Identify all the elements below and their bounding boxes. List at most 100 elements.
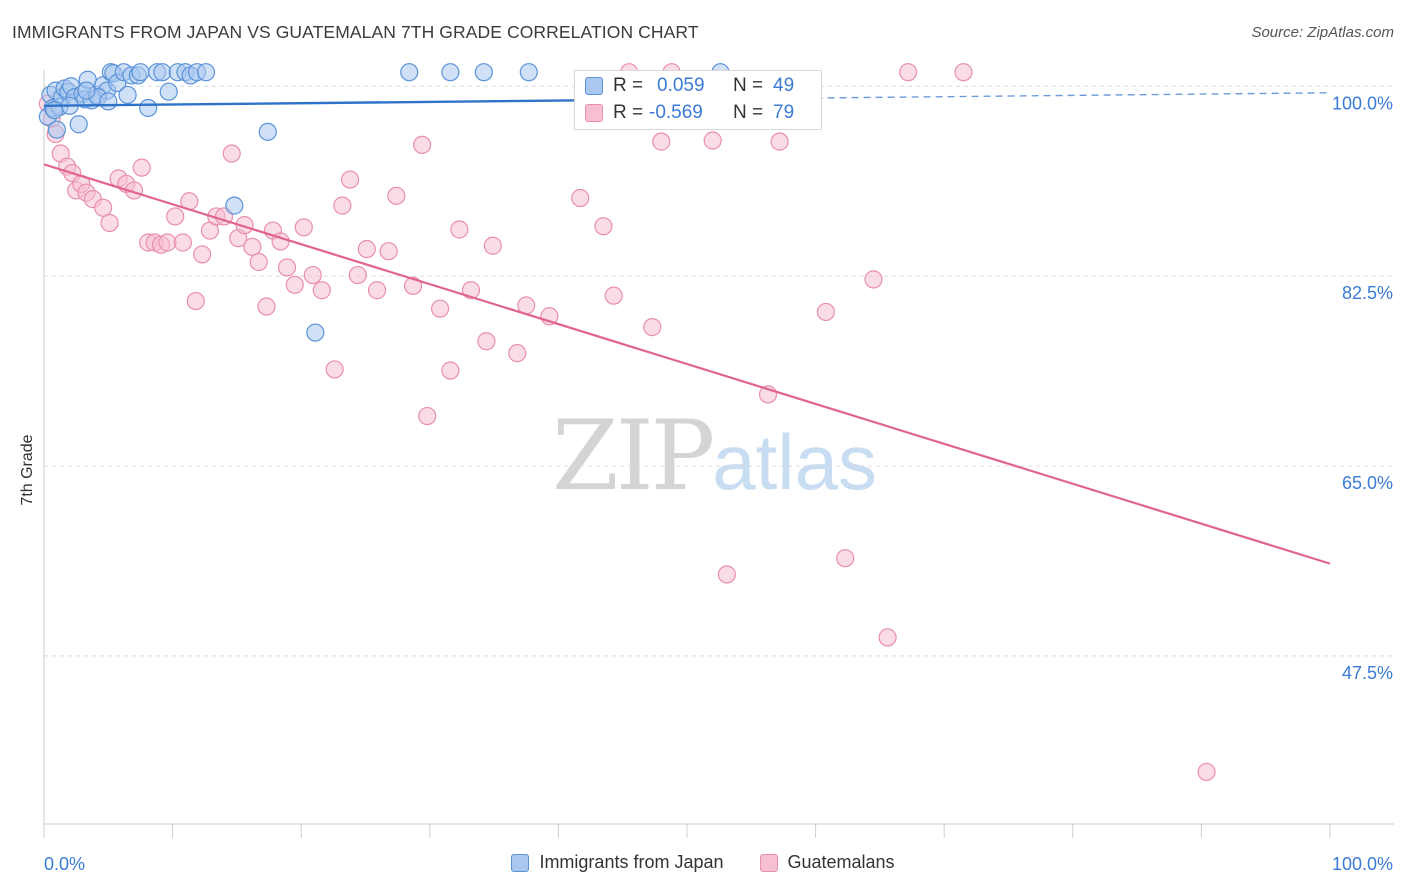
guatemalan-n-value: 79 [773, 102, 795, 123]
y-tick-label-2: 65.0% [1342, 473, 1393, 493]
guatemalan-point-46 [367, 281, 387, 300]
guatemalan-point-71 [770, 132, 789, 151]
japan-swatch [585, 77, 603, 95]
japan-point-33 [196, 63, 216, 82]
japan-r-label: R = [613, 75, 644, 96]
guatemalan-points [38, 63, 1216, 782]
legend-japan-label: Immigrants from Japan [539, 852, 724, 872]
japan-point-36 [306, 323, 325, 342]
japan-n-label: N = [733, 75, 764, 96]
japan-point-43 [99, 92, 118, 111]
legend-guatemalan-swatch [759, 853, 778, 872]
guatemalan-point-77 [954, 63, 973, 82]
guatemalan-point-20 [166, 207, 185, 226]
chart-source: Source: ZipAtlas.com [1251, 24, 1394, 41]
y-axis-label: 7th Grade [19, 434, 36, 506]
guatemalan-point-78 [1197, 762, 1216, 782]
legend-japan-swatch [511, 853, 530, 872]
guatemalan-point-42 [333, 196, 352, 215]
japan-point-34 [258, 122, 277, 141]
guatemalan-point-49 [403, 276, 423, 295]
guatemalan-point-62 [594, 217, 613, 236]
japan-point-44 [118, 85, 137, 105]
guatemalan-point-45 [357, 239, 376, 259]
guatemalan-point-31 [243, 237, 262, 256]
legend-item-guatemalan: Guatemalans [759, 852, 895, 873]
guatemalan-r-value: -0.569 [649, 102, 703, 123]
guatemalan-point-75 [878, 628, 897, 647]
guatemalan-point-74 [864, 270, 883, 289]
axes [43, 70, 1394, 838]
x-tick-label-max: 100.0% [1332, 854, 1393, 874]
guatemalan-point-10 [94, 198, 113, 217]
guatemalan-point-69 [717, 565, 736, 584]
guatemalan-point-43 [340, 170, 360, 189]
tick-labels: 100.0% 82.5% 65.0% 47.5% 0.0% 100.0% [44, 93, 1393, 874]
japan-point-27 [153, 63, 172, 82]
guatemalan-point-21 [173, 233, 192, 252]
guatemalan-point-41 [325, 360, 344, 379]
legend: Immigrants from Japan Guatemalans [0, 852, 1406, 873]
guatemalan-point-65 [643, 318, 662, 337]
japan-point-10 [69, 115, 88, 134]
chart-title: IMMIGRANTS FROM JAPAN VS GUATEMALAN 7TH … [12, 22, 699, 42]
guatemalan-point-24 [193, 245, 212, 264]
japan-point-38 [441, 63, 460, 82]
japan-point-40 [519, 63, 538, 82]
japan-point-35 [225, 196, 244, 215]
guatemalan-point-51 [418, 406, 437, 426]
guatemalan-n-label: N = [733, 102, 764, 123]
japan-point-24 [131, 63, 150, 82]
guatemalan-point-32 [249, 252, 268, 272]
watermark-zip: ZIP [552, 400, 715, 512]
guatemalan-point-72 [816, 302, 835, 322]
guatemalan-point-63 [604, 286, 623, 305]
guatemalan-point-61 [571, 188, 590, 208]
japan-point-37 [400, 63, 419, 82]
guatemalan-point-44 [348, 265, 367, 285]
japan-point-25 [139, 98, 158, 118]
guatemalan-point-39 [303, 265, 322, 285]
guatemalan-point-76 [899, 63, 918, 82]
guatemalan-point-73 [836, 549, 855, 568]
japan-point-39 [474, 63, 493, 82]
y-tick-label-3: 47.5% [1342, 663, 1393, 683]
watermark: ZIPatlas [552, 400, 877, 512]
guatemalan-point-19 [158, 233, 177, 252]
japan-r-value: 0.059 [657, 75, 705, 96]
guatemalan-point-57 [483, 236, 502, 255]
japan-point-48 [77, 81, 96, 100]
guatemalan-point-15 [132, 158, 151, 177]
y-tick-label-1: 82.5% [1342, 283, 1393, 303]
watermark-atlas: atlas [712, 418, 877, 506]
guatemalan-point-40 [312, 281, 331, 300]
guatemalan-trend-line [43, 163, 1331, 565]
guatemalan-point-52 [430, 299, 450, 318]
guatemalan-point-37 [285, 275, 304, 294]
x-tick-label-min: 0.0% [44, 854, 85, 874]
legend-guatemalan-label: Guatemalans [787, 852, 895, 872]
stats-box: R = 0.059 N = 49 R = -0.569 N = 79 [574, 70, 822, 130]
y-tick-label-0: 100.0% [1332, 93, 1393, 113]
japan-trend-dashed [815, 92, 1331, 99]
guatemalan-point-28 [222, 144, 241, 163]
guatemalan-point-38 [294, 218, 313, 237]
guatemalan-point-36 [277, 258, 297, 277]
trend-lines [43, 92, 1331, 565]
guatemalan-point-56 [477, 332, 496, 351]
guatemalan-point-48 [387, 186, 406, 205]
japan-point-47 [47, 120, 66, 139]
guatemalan-point-11 [100, 213, 119, 233]
guatemalan-point-54 [450, 220, 469, 239]
japan-point-46 [45, 101, 64, 120]
japan-point-28 [159, 82, 178, 101]
japan-n-value: 49 [773, 75, 795, 96]
guatemalan-point-68 [703, 131, 722, 150]
guatemalan-point-23 [186, 291, 205, 311]
guatemalan-point-66 [652, 132, 671, 151]
guatemalan-point-53 [441, 361, 460, 380]
guatemalan-point-58 [508, 344, 527, 363]
guatemalan-point-50 [412, 135, 432, 154]
guatemalan-point-33 [257, 297, 276, 316]
